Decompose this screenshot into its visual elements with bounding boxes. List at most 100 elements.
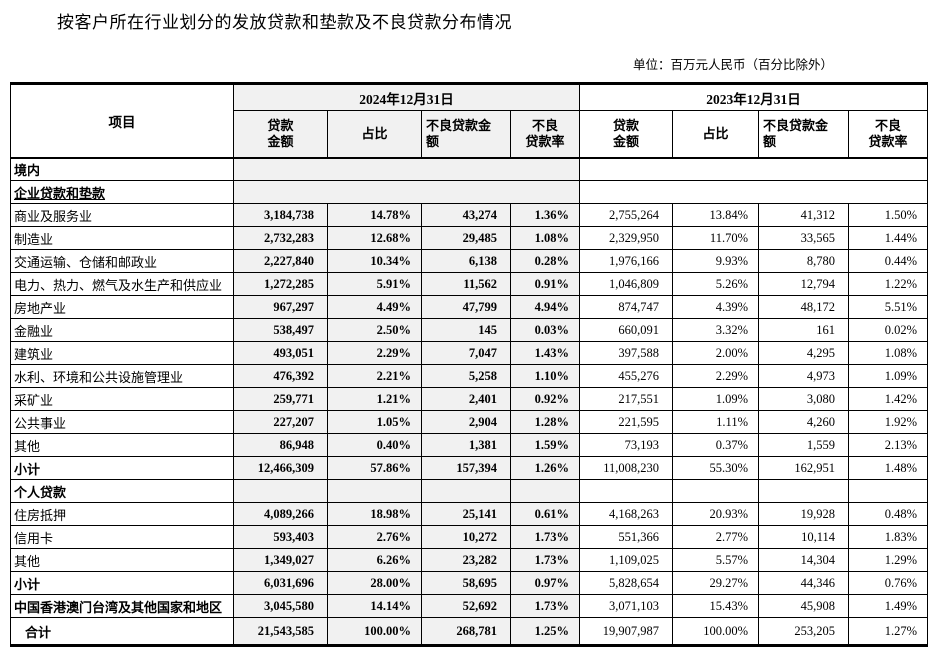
- cell-2024-col0: 2,732,283: [233, 226, 328, 250]
- cell-2023-col0: 3,071,103: [579, 594, 673, 618]
- cell-2023-col1: 5.57%: [672, 548, 759, 572]
- cell-2023-col1: 29.27%: [672, 571, 759, 595]
- row-label: 信用卡: [10, 525, 234, 549]
- cell-2023-col0: 4,168,263: [579, 502, 673, 526]
- cell-2023-col3: 1.42%: [848, 387, 928, 411]
- cell-2024-col2: 43,274: [421, 203, 511, 227]
- cell-2023-col0: 217,551: [579, 387, 673, 411]
- cell-2023-col1: 9.93%: [672, 249, 759, 273]
- period-header-2024: 2024年12月31日: [233, 83, 580, 111]
- cell-2023-col1: 100.00%: [672, 617, 759, 646]
- cell-2023-col0: 11,008,230: [579, 456, 673, 480]
- cell-2023-col0: 1,976,166: [579, 249, 673, 273]
- cell-2023-col0: 660,091: [579, 318, 673, 342]
- cell-2023-col3: 1.83%: [848, 525, 928, 549]
- row-label: 其他: [10, 548, 234, 572]
- table-row: 小计 12,466,309 57.86% 157,394 1.26% 11,008,230…: [10, 456, 928, 480]
- page-title: 按客户所在行业划分的发放贷款和垫款及不良贷款分布情况: [57, 13, 512, 32]
- cell-2024-col1: 14.14%: [327, 594, 422, 618]
- cell-2023-col1: 13.84%: [672, 203, 759, 227]
- loan-distribution-table: 项目 2024年12月31日 2023年12月31日 贷款 金额 占比 不良贷款…: [10, 82, 928, 647]
- cell-2024-col2: 58,695: [421, 571, 511, 595]
- subheader-share-2024: 占比: [327, 110, 422, 158]
- cell-2023-col3: 0.02%: [848, 318, 928, 342]
- table-row: 合计 21,543,585 100.00% 268,781 1.25% 19,907,98…: [10, 617, 928, 646]
- cell-2024-col1: 2.29%: [327, 341, 422, 365]
- cell-2024-col0: 12,466,309: [233, 456, 328, 480]
- cell-2024-col0: 476,392: [233, 364, 328, 388]
- cell-2023-col2: 19,928: [758, 502, 849, 526]
- cell-2023-col2: 4,973: [758, 364, 849, 388]
- cell-2023-col2: 161: [758, 318, 849, 342]
- cell-2024-col2: 25,141: [421, 502, 511, 526]
- column-header-item: 项目: [10, 83, 234, 158]
- table-row: 中国香港澳门台湾及其他国家和地区 3,045,580 14.14% 52,692 1.7…: [10, 594, 928, 618]
- cell-2023-col0: 2,755,264: [579, 203, 673, 227]
- cell-2024-col1: 1.05%: [327, 410, 422, 434]
- cell-2023-col3: 1.44%: [848, 226, 928, 250]
- cell-2024-col3: 1.08%: [510, 226, 580, 250]
- cell-2024-col0: 259,771: [233, 387, 328, 411]
- cell-2024-col3: 1.26%: [510, 456, 580, 480]
- row-label: 小计: [10, 456, 234, 480]
- empty-cell: [327, 479, 422, 503]
- cell-2023-col3: 1.27%: [848, 617, 928, 646]
- cell-2023-col3: 0.76%: [848, 571, 928, 595]
- cell-2024-col0: 227,207: [233, 410, 328, 434]
- cell-2024-col3: 1.73%: [510, 525, 580, 549]
- highlight-band: [233, 157, 580, 181]
- cell-2024-col2: 2,904: [421, 410, 511, 434]
- table-row: 商业及服务业 3,184,738 14.78% 43,274 1.36% 2,755,26…: [10, 203, 928, 227]
- cell-2024-col3: 1.25%: [510, 617, 580, 646]
- cell-2024-col0: 86,948: [233, 433, 328, 457]
- cell-2023-col1: 11.70%: [672, 226, 759, 250]
- empty-cell: [510, 479, 580, 503]
- cell-2024-col3: 0.91%: [510, 272, 580, 296]
- cell-2023-col3: 1.92%: [848, 410, 928, 434]
- table-row: 交通运输、仓储和邮政业 2,227,840 10.34% 6,138 0.28% 1,97…: [10, 249, 928, 273]
- cell-2024-col2: 10,272: [421, 525, 511, 549]
- subheader-npl-amount-2023: 不良贷款金 额: [758, 110, 849, 158]
- cell-2024-col0: 3,045,580: [233, 594, 328, 618]
- table-row: 采矿业 259,771 1.21% 2,401 0.92% 217,551 1.09% 3,0…: [10, 387, 928, 411]
- cell-2023-col1: 2.29%: [672, 364, 759, 388]
- cell-2024-col1: 5.91%: [327, 272, 422, 296]
- cell-2023-col2: 10,114: [758, 525, 849, 549]
- table-row: 小计 6,031,696 28.00% 58,695 0.97% 5,828,654 29.…: [10, 571, 928, 595]
- cell-2024-col3: 1.73%: [510, 594, 580, 618]
- cell-2023-col2: 162,951: [758, 456, 849, 480]
- row-label: 金融业: [10, 318, 234, 342]
- cell-2023-col2: 3,080: [758, 387, 849, 411]
- cell-2023-col1: 0.37%: [672, 433, 759, 457]
- cell-2024-col2: 268,781: [421, 617, 511, 646]
- row-label: 小计: [10, 571, 234, 595]
- cell-2023-col1: 2.00%: [672, 341, 759, 365]
- cell-2023-col0: 5,828,654: [579, 571, 673, 595]
- subheader-loan-amount-2023: 贷款 金额: [579, 110, 673, 158]
- cell-2023-col1: 20.93%: [672, 502, 759, 526]
- cell-2023-col3: 0.48%: [848, 502, 928, 526]
- cell-2023-col0: 397,588: [579, 341, 673, 365]
- row-label: 境内: [10, 157, 234, 181]
- cell-2024-col0: 2,227,840: [233, 249, 328, 273]
- cell-2024-col0: 6,031,696: [233, 571, 328, 595]
- cell-2023-col3: 1.22%: [848, 272, 928, 296]
- cell-2024-col3: 1.73%: [510, 548, 580, 572]
- cell-2023-col2: 33,565: [758, 226, 849, 250]
- cell-2023-col2: 4,260: [758, 410, 849, 434]
- cell-2023-col1: 1.11%: [672, 410, 759, 434]
- table-row: 电力、热力、燃气及水生产和供应业 1,272,285 5.91% 11,562 0.91…: [10, 272, 928, 296]
- cell-2024-col3: 0.03%: [510, 318, 580, 342]
- cell-2023-col2: 41,312: [758, 203, 849, 227]
- cell-2023-col0: 874,747: [579, 295, 673, 319]
- row-label: 其他: [10, 433, 234, 457]
- cell-2024-col1: 4.49%: [327, 295, 422, 319]
- table-row: 房地产业 967,297 4.49% 47,799 4.94% 874,747 4.39% 4…: [10, 295, 928, 319]
- row-label: 制造业: [10, 226, 234, 250]
- table-row: 企业贷款和垫款: [10, 180, 928, 204]
- cell-2023-col2: 1,559: [758, 433, 849, 457]
- row-label: 公共事业: [10, 410, 234, 434]
- cell-2023-col1: 55.30%: [672, 456, 759, 480]
- cell-2023-col1: 3.32%: [672, 318, 759, 342]
- cell-2023-col3: 1.50%: [848, 203, 928, 227]
